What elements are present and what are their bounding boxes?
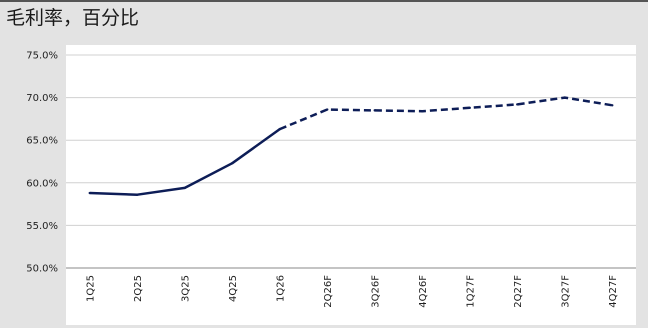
y-tick-label: 55.0% bbox=[26, 221, 58, 232]
series-lines bbox=[88, 96, 614, 196]
x-tick-label: 1Q25 bbox=[85, 275, 96, 302]
top-rule bbox=[0, 0, 648, 2]
data-point bbox=[563, 96, 566, 99]
x-tick-label: 4Q25 bbox=[228, 275, 239, 302]
data-point bbox=[516, 103, 519, 106]
data-point bbox=[183, 186, 186, 190]
x-tick-label: 2Q27F bbox=[513, 275, 524, 308]
series-line-forecast bbox=[279, 96, 613, 131]
x-tick-label: 4Q27F bbox=[608, 275, 619, 308]
y-tick-label: 60.0% bbox=[26, 178, 58, 189]
data-point bbox=[326, 108, 329, 111]
plot-area bbox=[66, 45, 636, 325]
x-tick-label: 3Q26F bbox=[370, 275, 381, 308]
data-point bbox=[231, 162, 234, 165]
x-tick-label: 1Q27F bbox=[465, 275, 476, 308]
data-point bbox=[468, 106, 471, 110]
x-tick-label: 2Q25 bbox=[133, 275, 144, 302]
x-tick-label: 1Q26 bbox=[275, 275, 286, 302]
data-point bbox=[88, 191, 91, 195]
x-axis-ticks: 1Q25 2Q25 3Q25 4Q25 1Q26 2Q26F 3Q26F 4Q26F 1Q27F… bbox=[85, 275, 619, 308]
y-tick-label: 75.0% bbox=[26, 51, 58, 62]
x-tick-label: 3Q25 bbox=[180, 275, 191, 302]
data-point bbox=[373, 109, 376, 112]
data-point bbox=[421, 110, 424, 113]
x-tick-label: 4Q26F bbox=[418, 275, 429, 308]
gridlines bbox=[66, 54, 636, 269]
x-tick-label: 3Q27F bbox=[560, 275, 571, 308]
data-point bbox=[611, 104, 614, 107]
x-tick-label: 2Q26F bbox=[323, 275, 334, 308]
chart-title: 毛利率，百分比 bbox=[6, 7, 140, 29]
y-tick-label: 50.0% bbox=[26, 264, 58, 275]
y-tick-label: 65.0% bbox=[26, 136, 58, 147]
y-axis-ticks: 50.0% 55.0% 60.0% 65.0% 70.0% 75.0% bbox=[26, 51, 58, 275]
data-point bbox=[136, 193, 139, 196]
data-point bbox=[278, 127, 281, 131]
y-tick-label: 70.0% bbox=[26, 93, 58, 104]
